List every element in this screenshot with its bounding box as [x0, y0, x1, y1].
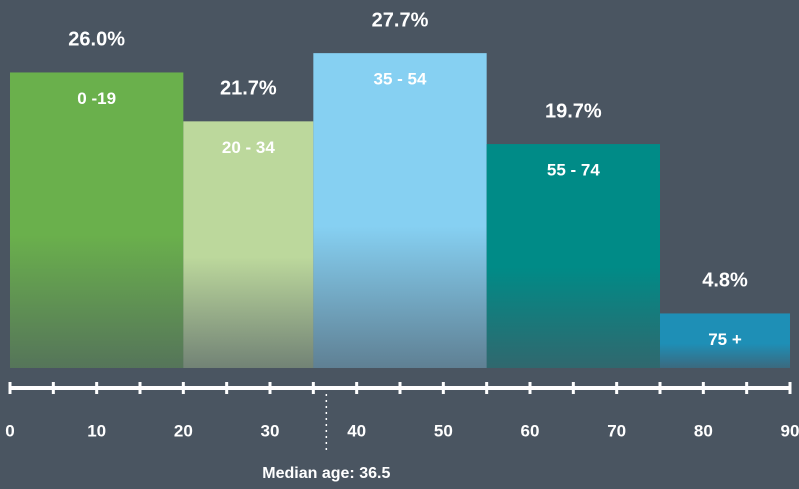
value-label: 27.7% [372, 9, 429, 31]
x-tick-label: 20 [174, 421, 193, 440]
bar-label: 35 - 54 [374, 70, 427, 89]
bar [10, 72, 184, 368]
bar [486, 144, 660, 368]
bar-label: 20 - 34 [222, 138, 275, 157]
x-tick-label: 70 [607, 421, 626, 440]
value-label: 21.7% [220, 78, 277, 100]
bar [313, 53, 487, 368]
median-annotation: Median age: 36.5 [262, 465, 390, 482]
bar-label: 0 -19 [77, 89, 116, 108]
bar-label: 75 + [708, 330, 742, 349]
value-label: 4.8% [702, 270, 748, 292]
x-tick-label: 90 [781, 421, 799, 440]
value-label: 19.7% [545, 100, 602, 122]
x-tick-label: 80 [694, 421, 713, 440]
x-tick-label: 30 [261, 421, 280, 440]
bar-label: 55 - 74 [547, 161, 600, 180]
bar [183, 121, 314, 369]
value-label: 26.0% [68, 29, 125, 51]
x-tick-label: 60 [521, 421, 540, 440]
x-tick-label: 40 [347, 421, 366, 440]
x-tick-label: 10 [87, 421, 106, 440]
x-tick-label: 50 [434, 421, 453, 440]
bar [660, 313, 790, 368]
x-tick-label: 0 [5, 421, 14, 440]
